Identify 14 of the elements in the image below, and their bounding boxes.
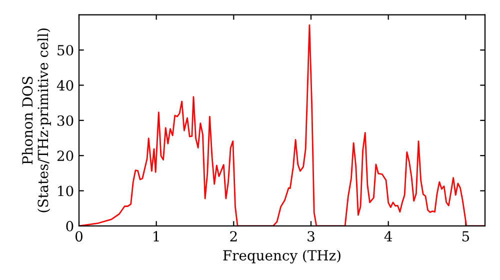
y-tick-label: 30 (58, 115, 74, 126)
x-tick-label: 2 (230, 231, 237, 242)
x-axis-title: Frequency (THz) (223, 250, 340, 264)
y-tick-label: 10 (58, 186, 74, 196)
y-tick-label: 0 (66, 220, 74, 232)
x-tick-label: 5 (462, 231, 470, 242)
x-tick-label: 1 (154, 231, 159, 242)
x-tick-label: 3 (308, 231, 314, 242)
x-tick-label: 0 (75, 231, 82, 242)
y-tick-label: 40 (56, 80, 74, 91)
y-tick-label: 20 (57, 150, 74, 162)
x-tick-label: 4 (384, 231, 392, 242)
y-tick-label: 50 (58, 44, 74, 56)
y-axis-title: Phonon DOS (States/THz·primitive cell) (22, 28, 51, 212)
